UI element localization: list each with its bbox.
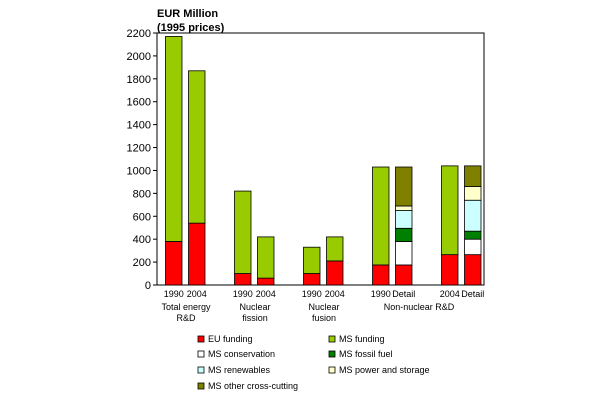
y-tick-label: 2000 (127, 51, 151, 63)
bar-segment-ms (257, 236, 275, 279)
x-category-label: 1990 (164, 289, 184, 299)
bar-segment-conservation (395, 241, 413, 266)
y-tick-label: 600 (133, 211, 151, 223)
y-tick-label: 1800 (127, 74, 151, 86)
bars (165, 36, 482, 286)
legend-label-crosscut: MS other cross-cutting (208, 381, 298, 391)
x-category-label: 1990 (371, 289, 391, 299)
legend-label-conservation: MS conservation (208, 349, 275, 359)
bar-segment-eu (441, 254, 459, 286)
legend-swatch-crosscut (197, 382, 205, 390)
bar-segment-fossil (395, 227, 413, 242)
bar-segment-fossil (464, 230, 482, 240)
legend-label-ms: MS funding (339, 334, 385, 344)
bar-segment-eu (326, 260, 344, 286)
legend-swatch-renewables (197, 366, 205, 374)
legend-label-eu: EU funding (208, 334, 253, 344)
bar-segment-eu (372, 264, 390, 286)
group-label: Total energy (161, 302, 211, 312)
bar-segment-ms (441, 165, 459, 256)
x-category-label: 1990 (233, 289, 253, 299)
group-label: Non-nuclear R&D (384, 302, 455, 312)
bar-segment-eu (234, 273, 252, 286)
x-category-label: Detail (461, 289, 484, 299)
bar-segment-ms (303, 246, 321, 274)
group-label: Nuclear (239, 302, 270, 312)
bar-segment-eu (257, 277, 275, 286)
bar-segment-crosscut (395, 166, 413, 207)
y-tick-label: 200 (133, 257, 151, 269)
bar-segment-renewables (464, 199, 482, 232)
y-tick-label: 1400 (127, 120, 151, 132)
x-category-label: 2004 (187, 289, 207, 299)
bar-segment-conservation (464, 238, 482, 256)
y-tick-label: 1600 (127, 97, 151, 109)
legend-swatch-ms (328, 335, 336, 343)
bar-segment-ms (372, 166, 390, 266)
x-category-label: Detail (392, 289, 415, 299)
group-label: R&D (176, 313, 196, 323)
bar-segment-ms (165, 36, 183, 242)
bar-segment-eu (188, 222, 206, 286)
legend-swatch-fossil (328, 350, 336, 358)
legend-label-fossil: MS fossil fuel (339, 349, 393, 359)
legend-swatch-power (328, 366, 336, 374)
bar-segment-power (395, 205, 413, 211)
axes: 0 200 400 600 800 1000 1200 1400 1600 1800 2000 220… (127, 28, 485, 292)
y-tick-label: 1200 (127, 143, 151, 155)
y-tick-label: 800 (133, 188, 151, 200)
bar-segment-renewables (395, 210, 413, 229)
y-tick-label: 1000 (127, 165, 151, 177)
bar-segment-eu (464, 254, 482, 286)
unit-title-line1: EUR Million (157, 8, 218, 20)
y-tick-label: 400 (133, 234, 151, 246)
legend-swatch-conservation (197, 350, 205, 358)
bar-segment-power (464, 186, 482, 201)
legend-swatch-eu (197, 335, 205, 343)
bar-segment-ms (234, 190, 252, 274)
bar-segment-eu (395, 264, 413, 286)
bar-segment-crosscut (464, 165, 482, 187)
y-tick-label: 0 (145, 280, 151, 292)
group-label: fusion (312, 313, 336, 323)
x-category-label: 2004 (256, 289, 276, 299)
group-label: Nuclear (308, 302, 339, 312)
plot-frame (156, 32, 485, 286)
legend: EU funding MS funding MS conservation MS fo… (197, 334, 430, 391)
group-label: fission (242, 313, 268, 323)
legend-label-renewables: MS renewables (208, 365, 271, 375)
x-category-label: 2004 (440, 289, 460, 299)
x-category-label: 1990 (302, 289, 322, 299)
y-tick-label: 2200 (127, 28, 151, 40)
legend-label-power: MS power and storage (339, 365, 430, 375)
bar-segment-ms (188, 70, 206, 224)
x-category-label: 2004 (325, 289, 345, 299)
bar-segment-ms (326, 236, 344, 262)
bar-segment-eu (303, 273, 321, 286)
bar-segment-eu (165, 241, 183, 286)
unit-title-line2: (1995 prices) (157, 22, 225, 34)
